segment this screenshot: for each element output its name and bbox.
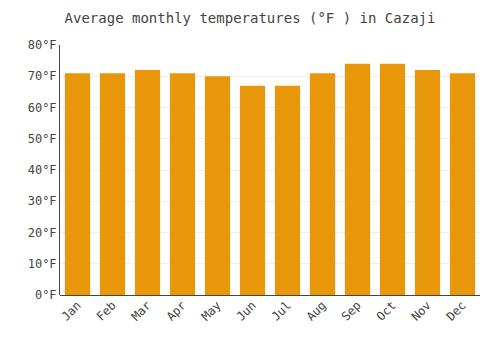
- svg-text:Nov: Nov: [409, 298, 434, 323]
- svg-text:Feb: Feb: [94, 298, 119, 323]
- svg-text:50°F: 50°F: [28, 132, 57, 146]
- svg-text:Oct: Oct: [374, 298, 399, 323]
- svg-text:80°F: 80°F: [28, 38, 57, 52]
- svg-text:Average monthly temperatures (: Average monthly temperatures (°F ) in Ca…: [65, 10, 436, 26]
- svg-text:40°F: 40°F: [28, 163, 57, 177]
- svg-text:Apr: Apr: [164, 298, 189, 323]
- svg-text:70°F: 70°F: [28, 69, 57, 83]
- svg-text:Jul: Jul: [269, 298, 294, 323]
- svg-text:Jun: Jun: [234, 298, 259, 323]
- svg-text:Dec: Dec: [444, 298, 469, 323]
- svg-text:Jan: Jan: [59, 298, 84, 323]
- svg-text:Aug: Aug: [304, 298, 329, 323]
- svg-text:20°F: 20°F: [28, 226, 57, 240]
- svg-text:Sep: Sep: [339, 298, 364, 323]
- svg-text:60°F: 60°F: [28, 101, 57, 115]
- svg-text:0°F: 0°F: [35, 288, 57, 302]
- svg-text:May: May: [199, 298, 224, 323]
- svg-text:Mar: Mar: [129, 298, 154, 323]
- svg-text:30°F: 30°F: [28, 194, 57, 208]
- svg-text:10°F: 10°F: [28, 257, 57, 271]
